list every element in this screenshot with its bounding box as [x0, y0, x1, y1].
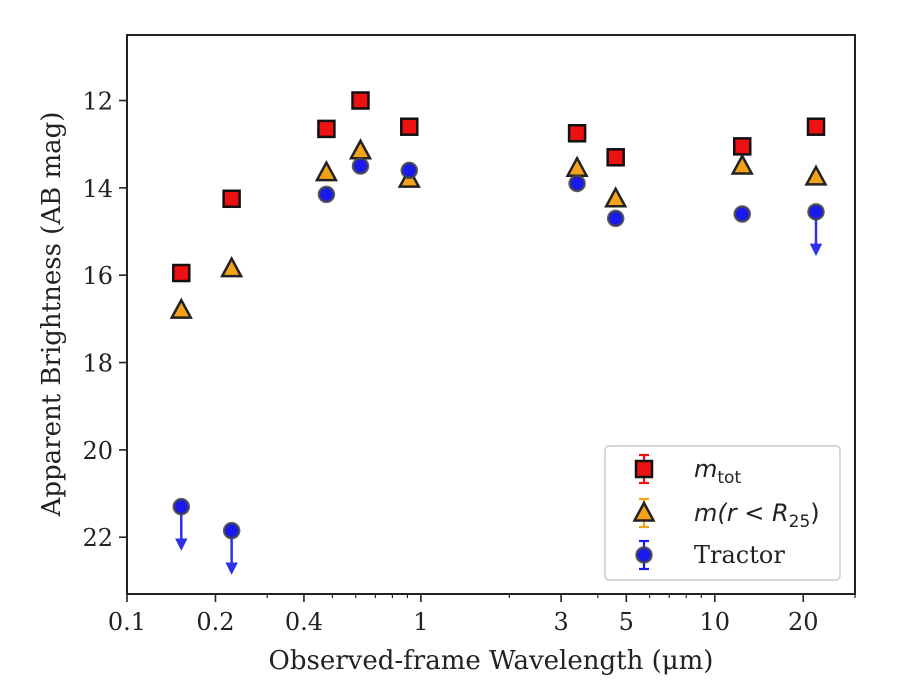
plot-frame [126, 34, 856, 595]
x-tick-label: 3 [553, 608, 568, 636]
tractor-point [606, 209, 625, 228]
m-r25-point [804, 164, 828, 186]
m-tot-point [222, 189, 241, 209]
legend-label: Tractor [694, 541, 785, 569]
x-tick-label: 20 [788, 608, 819, 636]
y-axis-title: Apparent Brightness (AB mag) [37, 112, 67, 518]
x-tick-label: 5 [619, 608, 634, 636]
x-tick-label: 1 [413, 608, 428, 636]
m-r25-point [604, 186, 628, 208]
legend: mtot m(r < R25) Tractor [604, 445, 841, 581]
m-tot-point [567, 124, 587, 143]
m-tot-point [806, 117, 826, 136]
legend-marker [632, 500, 656, 522]
m-tot-point [732, 137, 752, 156]
m-r25-point [730, 153, 754, 175]
x-tick-label: 10 [700, 608, 731, 636]
tractor-point [317, 185, 336, 204]
data-points [169, 91, 828, 575]
legend-box [604, 445, 841, 581]
x-tick-label: 0.2 [196, 608, 234, 636]
x-tick-label: 0.1 [108, 608, 146, 636]
tractor-point [351, 157, 370, 175]
axis-ticks: 0.1 0.2 0.4 1 3 5 10 20 12 14 16 18 20 22 [82, 88, 856, 636]
tractor-point [400, 161, 419, 180]
y-tick-label: 14 [82, 175, 113, 203]
y-tick-label: 22 [82, 524, 113, 552]
m-r25-point [169, 297, 193, 319]
y-tick-label: 18 [82, 350, 113, 378]
m-tot-point [400, 117, 419, 136]
tractor-point [222, 521, 241, 540]
tractor-point [733, 205, 751, 223]
tractor-point [172, 497, 191, 516]
legend-marker [634, 459, 654, 479]
legend-label: m(r < R25) [694, 499, 820, 532]
m-tot-point [606, 148, 625, 167]
tractor-point [568, 174, 586, 193]
m-tot-point [317, 119, 336, 139]
m-tot-point [172, 263, 191, 283]
legend-label: mtot [694, 455, 741, 488]
legend-marker [635, 546, 653, 564]
y-tick-label: 20 [82, 437, 113, 465]
m-tot-point [351, 91, 370, 110]
y-tick-label: 12 [82, 88, 113, 116]
y-tick-label: 16 [82, 262, 113, 290]
x-tick-label: 0.4 [285, 608, 323, 636]
m-r25-point [314, 159, 339, 182]
tractor-point [807, 203, 825, 221]
m-r25-point [220, 256, 244, 278]
x-axis-title: Observed-frame Wavelength (μm) [269, 646, 714, 676]
